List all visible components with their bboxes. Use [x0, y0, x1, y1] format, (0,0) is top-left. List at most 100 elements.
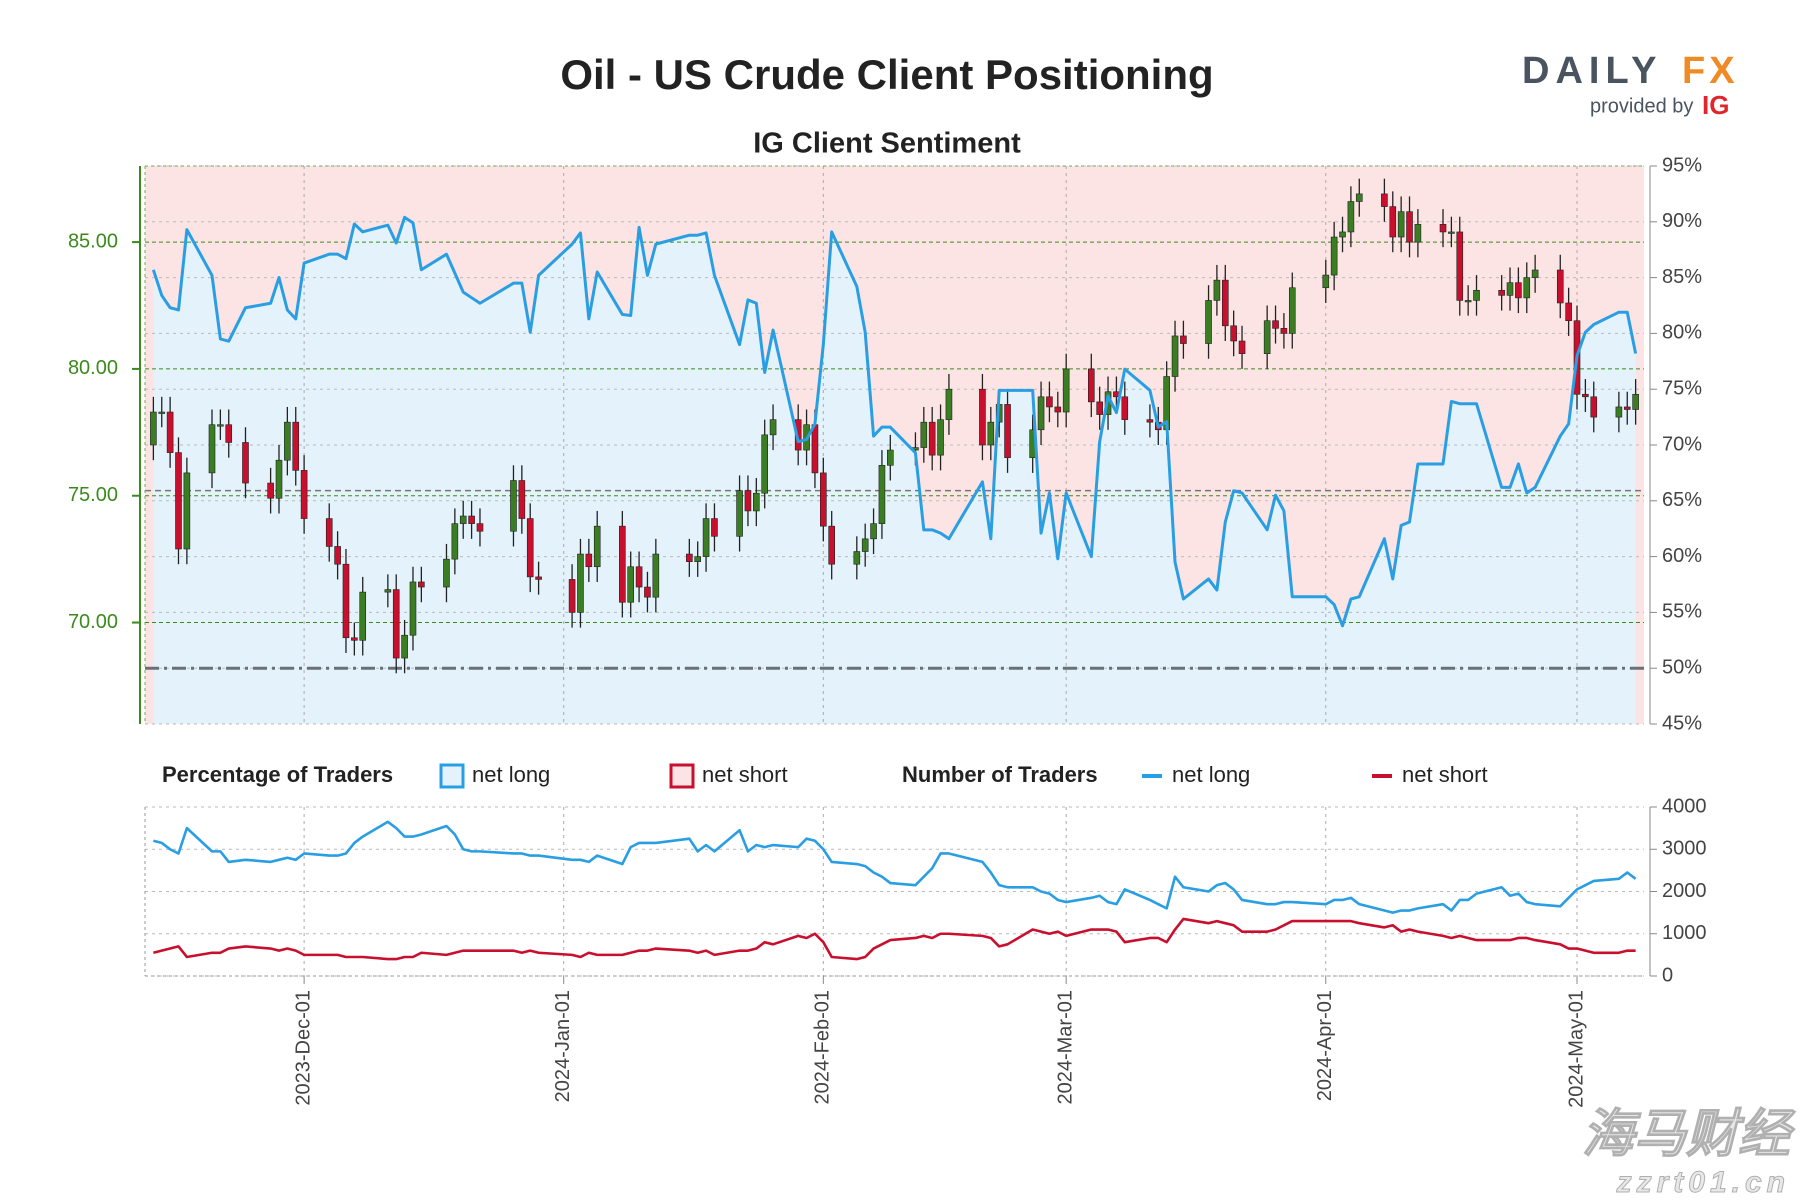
- candle-body: [1381, 193, 1388, 207]
- candle-body: [392, 589, 400, 659]
- y2-tick-label: 55%: [1662, 601, 1702, 623]
- y2-tick-label: 85%: [1662, 266, 1702, 288]
- candle-body: [284, 421, 291, 461]
- candle-body: [443, 558, 450, 588]
- candle-body: [242, 442, 249, 484]
- candle-body: [1330, 236, 1338, 276]
- candle-body: [1213, 279, 1221, 301]
- candle-body: [1238, 340, 1246, 354]
- candle-body: [535, 576, 542, 580]
- candle-body: [275, 459, 283, 499]
- candle-body: [225, 424, 233, 443]
- candle-body: [1632, 393, 1639, 410]
- y-tick-label: 75.00: [68, 484, 118, 506]
- candle-body: [510, 480, 517, 532]
- y-tick-label: 80.00: [68, 357, 118, 379]
- y-tick-label: 85.00: [68, 230, 118, 252]
- candle-body: [1263, 320, 1271, 354]
- legend-swatch: [669, 763, 695, 789]
- legend-title: Percentage of Traders: [162, 762, 393, 787]
- y2-tick-label: 65%: [1662, 489, 1702, 511]
- legend-title: Number of Traders: [902, 762, 1098, 787]
- candle-body: [1473, 289, 1480, 301]
- candle-body: [325, 518, 333, 547]
- candle-body: [1439, 224, 1447, 233]
- y-tick-label: 3000: [1662, 838, 1707, 860]
- candle-body: [1037, 396, 1045, 431]
- candle-body: [208, 424, 216, 474]
- candle-body: [1590, 396, 1598, 418]
- legend-label: net long: [472, 762, 550, 787]
- candle-body: [292, 421, 300, 471]
- candle-body: [1004, 404, 1011, 458]
- candle-body: [217, 424, 224, 427]
- chart-subtitle: IG Client Sentiment: [753, 128, 1021, 160]
- y-tick-label: 70.00: [68, 611, 118, 633]
- y2-tick-label: 95%: [1662, 154, 1702, 176]
- y-tick-label: 2000: [1662, 880, 1707, 902]
- candle-body: [769, 419, 777, 436]
- candle-body: [1515, 282, 1522, 299]
- candle-body: [1623, 406, 1631, 410]
- candle-body: [585, 553, 593, 568]
- candle-body: [593, 525, 601, 568]
- candle-body: [1339, 231, 1346, 238]
- candle-body: [150, 411, 157, 446]
- candle-body: [300, 470, 308, 519]
- candle-body: [1389, 206, 1397, 238]
- candle-body: [945, 388, 953, 420]
- net-long-area: [153, 217, 1636, 724]
- candle-body: [1397, 211, 1405, 238]
- candle-body: [870, 523, 877, 540]
- candle-body: [451, 523, 459, 560]
- candle-body: [1582, 393, 1589, 398]
- x-tick-label: 2023-Dec-01: [292, 990, 314, 1106]
- candle-body: [468, 515, 475, 524]
- candle-body: [979, 388, 986, 446]
- chart-title: Oil - US Crude Client Positioning: [560, 51, 1213, 98]
- x-tick-label: 2024-Jan-01: [552, 990, 574, 1102]
- candle-body: [1062, 368, 1070, 413]
- x-tick-label: 2024-Apr-01: [1314, 990, 1336, 1101]
- candle-body: [1087, 368, 1095, 403]
- candle-body: [1406, 211, 1413, 243]
- candle-body: [351, 637, 358, 641]
- candle-body: [920, 421, 928, 448]
- candle-body: [1565, 302, 1572, 322]
- candle-body: [1615, 406, 1623, 418]
- candle-body: [635, 566, 643, 588]
- candle-body: [1221, 279, 1229, 327]
- candle-body: [887, 449, 894, 466]
- candle-body: [1414, 224, 1422, 243]
- x-tick-label: 2024-Mar-01: [1054, 990, 1076, 1105]
- candle-body: [401, 634, 408, 659]
- y2-tick-label: 80%: [1662, 322, 1702, 344]
- legend-label: net short: [1402, 762, 1488, 787]
- candle-body: [1448, 231, 1455, 234]
- candle-body: [878, 464, 886, 524]
- logo-provided-by: provided by: [1590, 95, 1693, 117]
- trader-count-line: [153, 820, 1637, 914]
- candle-body: [384, 589, 392, 593]
- candle-body: [1531, 269, 1539, 278]
- watermark: zzrt01.cn: [1616, 1166, 1790, 1199]
- candle-body: [1054, 406, 1062, 413]
- y2-tick-label: 90%: [1662, 210, 1702, 232]
- candle-body: [1096, 401, 1103, 415]
- candle-body: [627, 566, 635, 603]
- y2-tick-label: 45%: [1662, 712, 1702, 734]
- candle-body: [1347, 201, 1355, 233]
- candle-body: [1121, 396, 1129, 420]
- x-tick-label: 2024-May-01: [1565, 990, 1587, 1108]
- candle-body: [736, 490, 743, 537]
- candle-body: [1171, 335, 1179, 377]
- y-tick-label: 0: [1662, 964, 1673, 986]
- candle-body: [334, 546, 341, 565]
- candle-body: [526, 518, 534, 578]
- logo-daily: DAILY: [1522, 50, 1663, 92]
- candle-body: [1280, 328, 1288, 334]
- candle-body: [1556, 269, 1564, 304]
- logo-fx: FX: [1682, 50, 1739, 92]
